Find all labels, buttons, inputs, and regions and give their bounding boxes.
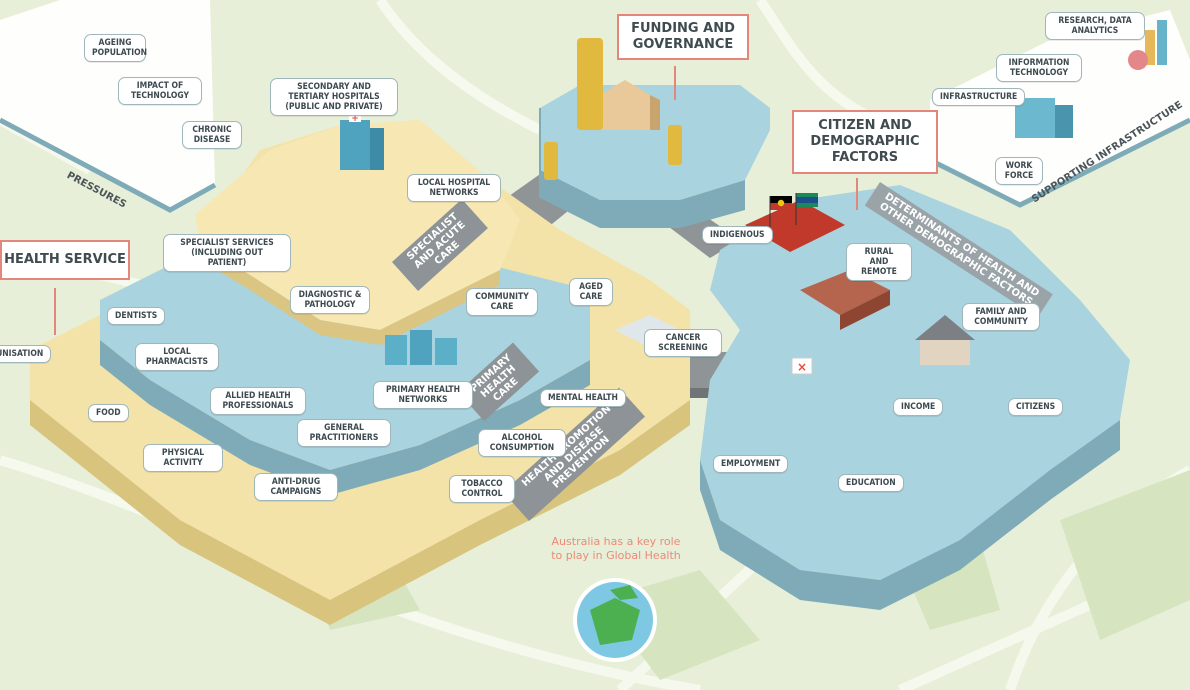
primary-network-buildings (385, 330, 457, 365)
label-income: INCOME (893, 398, 944, 416)
label-allied-health: ALLIED HEALTH PROFESSIONALS (210, 387, 306, 415)
label-information-technology: INFORMATION TECHNOLOGY (996, 54, 1082, 82)
coin-stacks (544, 38, 682, 180)
label-general-practitioners: GENERAL PRACTITIONERS (297, 419, 391, 447)
label-dentists: DENTISTS (107, 307, 166, 325)
label-infrastructure: INFRASTRUCTURE (932, 88, 1026, 106)
label-work-force: WORK FORCE (995, 157, 1043, 185)
label-rural-remote: RURAL AND REMOTE (846, 243, 912, 281)
label-specialist-services: SPECIALIST SERVICES (INCLUDING OUT PATIE… (163, 234, 291, 272)
label-diagnostic-pathology: DIAGNOSTIC & PATHOLOGY (290, 286, 370, 314)
label-secondary-tertiary-hospitals: SECONDARY AND TERTIARY HOSPITALS (PUBLIC… (270, 78, 398, 116)
label-alcohol-consumption: ALCOHOL CONSUMPTION (478, 429, 566, 457)
label-aged-care: AGED CARE (569, 278, 613, 306)
svg-text:+: + (351, 114, 359, 124)
label-citizens: CITIZENS (1008, 398, 1064, 416)
rural-buildings (800, 270, 890, 330)
label-family-community: FAMILY AND COMMUNITY (962, 303, 1040, 331)
label-education: EDUCATION (838, 474, 904, 492)
family-house (915, 315, 975, 365)
label-food: FOOD (88, 404, 129, 422)
label-employment: EMPLOYMENT (713, 455, 789, 473)
label-local-hospital-networks: LOCAL HOSPITAL NETWORKS (407, 174, 501, 202)
global-health-note: Australia has a key role to play in Glob… (551, 535, 681, 562)
label-cancer-screening: CANCER SCREENING (644, 329, 722, 357)
svg-text:×: × (797, 360, 807, 374)
label-community-care: COMMUNITY CARE (466, 288, 538, 316)
label-mental-health: MENTAL HEALTH (540, 389, 626, 407)
label-immunisation: IMMUNISATION (0, 345, 52, 363)
funding-governance-header: FUNDING AND GOVERNANCE (617, 14, 749, 60)
citizen-demographic-header: CITIZEN AND DEMOGRAPHIC FACTORS (792, 110, 938, 174)
hospital-building: + (340, 112, 384, 170)
funding-building (600, 80, 660, 130)
globe (573, 578, 657, 662)
label-physical-activity: PHYSICAL ACTIVITY (143, 444, 223, 472)
label-tobacco-control: TOBACCO CONTROL (449, 475, 515, 503)
red-cross-sign: × (791, 357, 813, 375)
label-chronic-disease: CHRONIC DISEASE (182, 121, 242, 149)
label-impact-of-technology: IMPACT OF TECHNOLOGY (118, 77, 202, 105)
label-ageing-population: AGEING POPULATION (84, 34, 147, 62)
label-anti-drug-campaigns: ANTI-DRUG CAMPAIGNS (254, 473, 338, 501)
header-leader-lines (54, 66, 858, 335)
label-local-pharmacists: LOCAL PHARMACISTS (135, 343, 219, 371)
label-primary-health-networks: PRIMARY HEALTH NETWORKS (373, 381, 473, 409)
label-research-data-analytics: RESEARCH, DATA ANALYTICS (1045, 12, 1145, 40)
health-service-header: HEALTH SERVICE (0, 240, 130, 280)
research-chart (1128, 20, 1167, 70)
pressures-card (0, 0, 217, 213)
label-indigenous: INDIGENOUS (702, 226, 773, 244)
